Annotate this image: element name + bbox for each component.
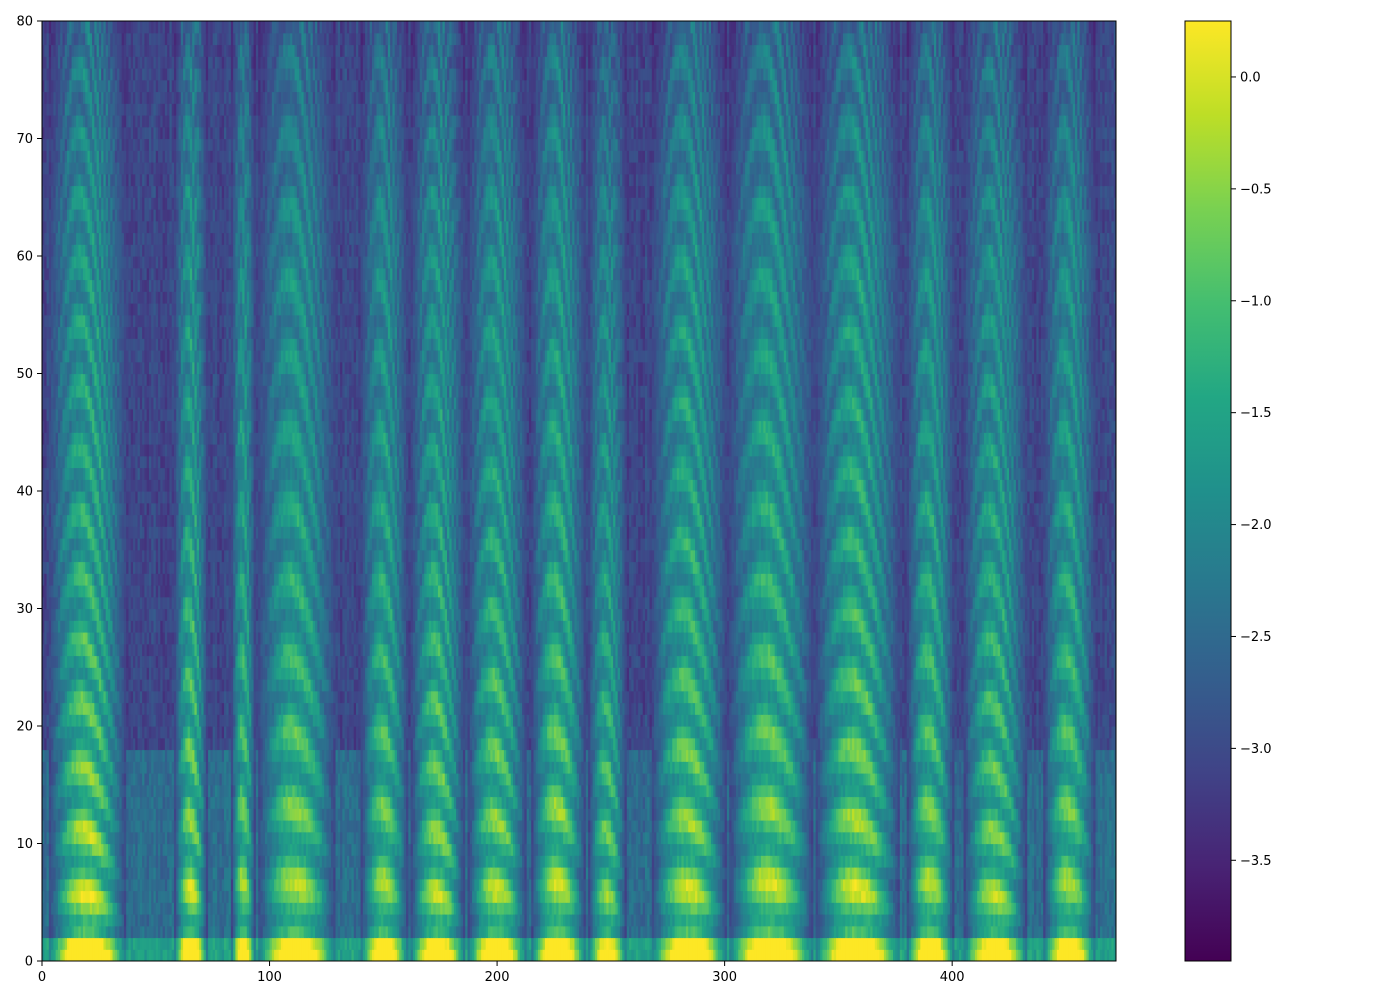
heatmap-cells bbox=[42, 21, 1117, 962]
